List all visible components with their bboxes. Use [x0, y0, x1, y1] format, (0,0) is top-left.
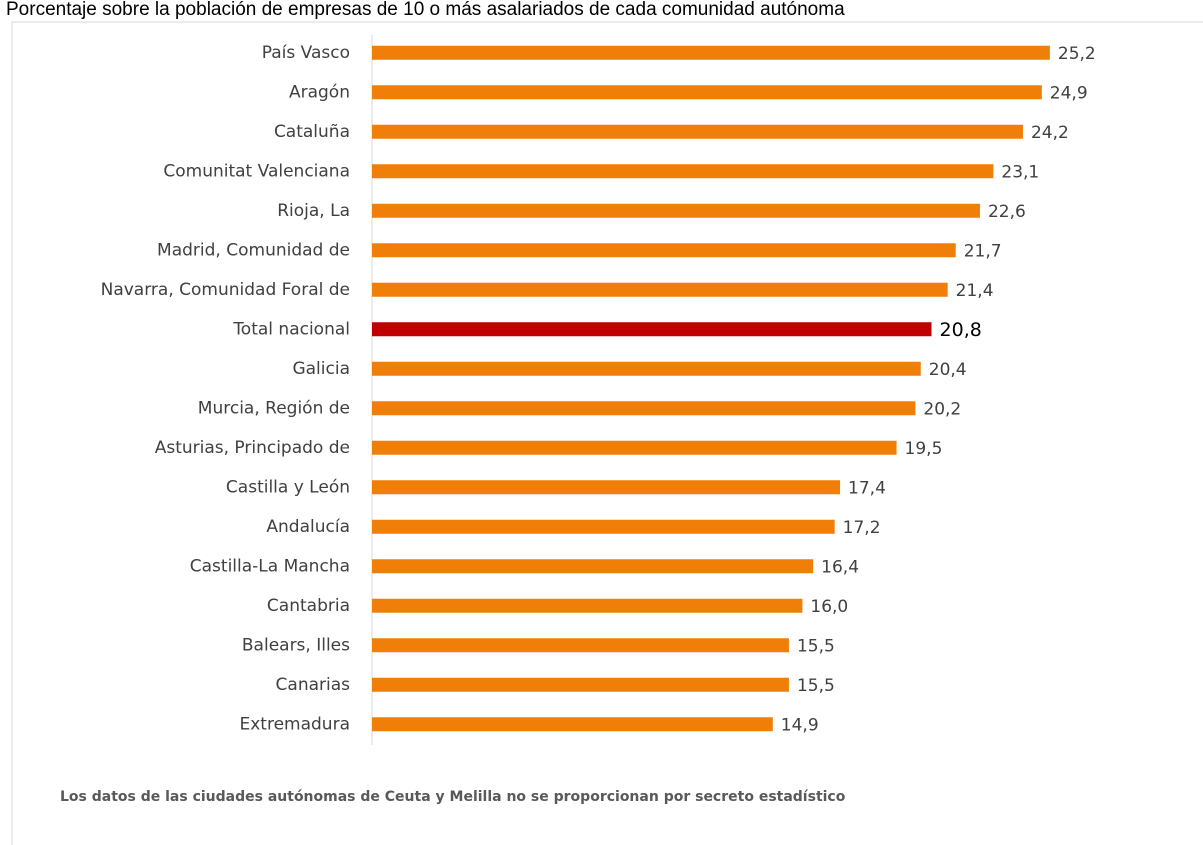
category-label: Castilla y León — [226, 477, 350, 497]
footnote: Los datos de las ciudades autónomas de C… — [60, 789, 846, 805]
value-label: 15,5 — [797, 676, 835, 696]
value-label: 17,4 — [848, 478, 886, 498]
value-label: 20,2 — [923, 399, 961, 419]
bar — [372, 85, 1042, 100]
value-label: 16,4 — [821, 557, 859, 577]
chart-frame — [11, 21, 1203, 845]
category-label: Total nacional — [232, 319, 350, 339]
category-label: Andalucía — [266, 517, 350, 537]
bar — [372, 282, 948, 297]
value-label: 14,9 — [781, 715, 819, 735]
bar — [372, 717, 773, 732]
bar — [372, 598, 803, 613]
bar — [372, 480, 841, 495]
bar — [372, 559, 814, 574]
bar — [372, 401, 916, 416]
value-label: 21,7 — [964, 241, 1002, 261]
bar — [372, 322, 932, 337]
value-label: 25,2 — [1058, 44, 1096, 64]
value-label: 22,6 — [988, 202, 1026, 222]
bar — [372, 440, 897, 455]
category-label: Cataluña — [274, 122, 350, 142]
bar — [372, 243, 956, 258]
category-label: País Vasco — [262, 43, 350, 63]
value-label: 20,4 — [929, 360, 967, 380]
value-label: 24,2 — [1031, 123, 1069, 143]
value-label: 15,5 — [797, 636, 835, 656]
bar — [372, 677, 789, 692]
category-label: Asturias, Principado de — [155, 438, 350, 458]
category-label: Navarra, Comunidad Foral de — [101, 280, 350, 300]
bar — [372, 124, 1023, 139]
category-label: Cantabria — [267, 596, 350, 616]
value-label: 17,2 — [843, 518, 881, 538]
value-label: 24,9 — [1050, 83, 1088, 103]
category-label: Extremadura — [240, 714, 351, 734]
value-label: 16,0 — [810, 597, 848, 617]
value-label: 20,8 — [940, 319, 982, 341]
category-label: Castilla-La Mancha — [190, 556, 350, 576]
category-label: Balears, Illes — [242, 635, 350, 655]
category-label: Rioja, La — [277, 201, 350, 221]
bar — [372, 164, 994, 179]
value-label: 19,5 — [905, 439, 943, 459]
category-label: Madrid, Comunidad de — [157, 240, 350, 260]
bar — [372, 638, 789, 653]
category-label: Galicia — [292, 359, 350, 379]
category-label: Aragón — [289, 82, 350, 102]
value-label: 23,1 — [1001, 162, 1039, 182]
value-label: 21,4 — [956, 281, 994, 301]
category-label: Comunitat Valenciana — [163, 161, 350, 181]
bar — [372, 203, 980, 218]
category-label: Canarias — [276, 675, 351, 695]
bar — [372, 519, 835, 534]
chart-title: Porcentaje sobre la población de empresa… — [6, 0, 845, 20]
bar — [372, 361, 921, 376]
bar — [372, 45, 1050, 60]
category-label: Murcia, Región de — [198, 398, 350, 418]
